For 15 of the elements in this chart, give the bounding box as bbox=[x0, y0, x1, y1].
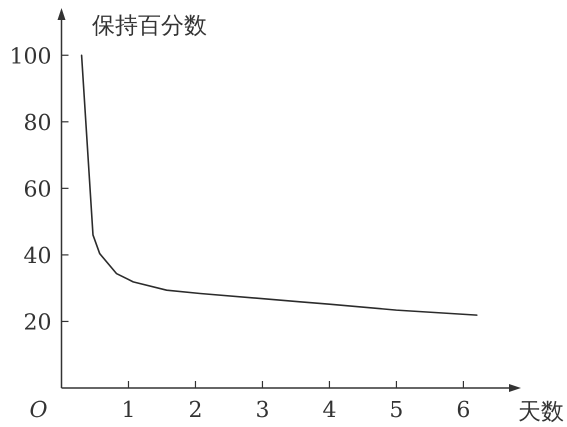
x-tick-label: 4 bbox=[322, 398, 336, 423]
y-tick-label: 80 bbox=[24, 110, 52, 136]
x-tick-label: 5 bbox=[389, 398, 404, 423]
line-series bbox=[80, 54, 478, 316]
y-tick-label: 40 bbox=[24, 244, 52, 269]
x-tick-label: 6 bbox=[456, 398, 470, 423]
y-tick-label: 100 bbox=[10, 44, 52, 70]
y-axis-title: 保持百分数 bbox=[92, 13, 207, 38]
y-tick-label: 60 bbox=[24, 177, 52, 202]
text: O bbox=[29, 398, 48, 423]
x-axis-title: 天数 bbox=[518, 399, 564, 424]
y-tick-label: 20 bbox=[24, 310, 52, 336]
x-tick-label: 1 bbox=[121, 398, 136, 423]
x-tick-label: 2 bbox=[188, 398, 202, 423]
x-tick-label: 3 bbox=[255, 398, 270, 423]
